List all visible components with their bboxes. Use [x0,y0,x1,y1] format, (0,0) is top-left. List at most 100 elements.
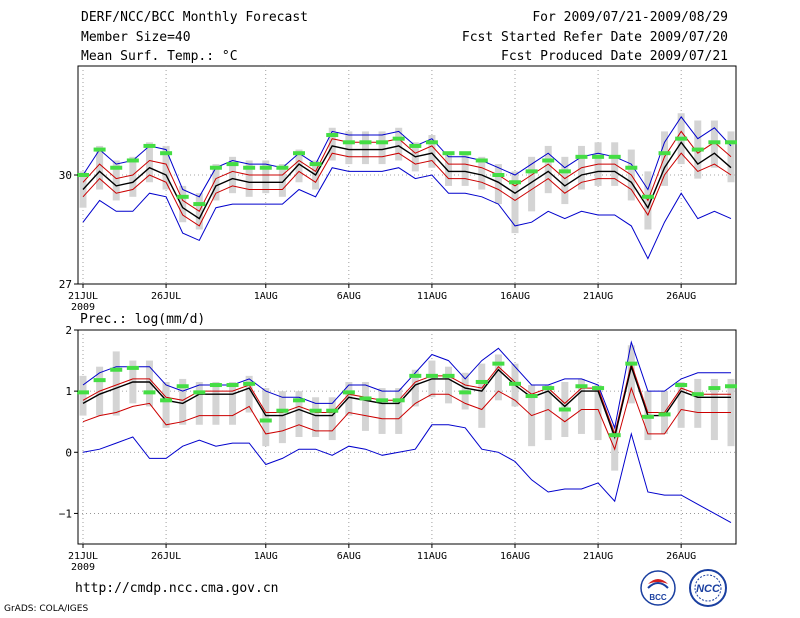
panel2-marker-13 [276,408,289,413]
panel2-marker-15 [309,408,322,413]
panel1-xtick-label-7: 26AUG [666,291,696,302]
panel1-spread-bar-29 [544,145,552,194]
panel1-marker-39 [708,140,721,145]
panel1-spread-bar-19 [378,131,386,165]
panel1-marker-26 [492,173,505,177]
panel2-frame [77,329,737,545]
panel1-spread-bar-20 [395,127,403,161]
panel2-upper-line [82,361,731,436]
panel2-marker-37 [675,383,688,388]
panel1-marker-29 [542,158,555,163]
panel1-xtick-label-6: 21AUG [583,291,613,302]
panel2-max-line [82,340,731,430]
panel2-spread-bar-20 [395,388,403,434]
panel1-spread-bar-36 [661,131,669,186]
panel1-marker-1 [77,173,89,177]
ncc-logo-text: NCC [696,583,721,595]
panel2-xtick-label-2: 1AUG [254,551,278,562]
panel2-marker-39 [708,386,721,391]
panel1-marker-8 [193,202,206,207]
member-size: Member Size=40 [81,29,191,45]
panel1-marker-30 [558,169,571,174]
panel1-marker-10 [226,162,239,167]
panel2-marker-19 [376,398,389,403]
panel1-xtick-year: 2009 [71,302,95,313]
panel2-spread-bar-16 [328,397,336,441]
panel1-spread-bar-18 [361,131,369,165]
panel1-xtick-label-1: 26JUL [151,291,181,302]
panel2-spread-bar-32 [594,385,602,441]
panel2-marker-6 [160,398,173,403]
panel1-spread-bar-30 [561,156,569,205]
panel2-xtick-year: 2009 [71,562,95,573]
panel2-marker-17 [342,390,355,395]
panel2-marker-26 [492,361,505,366]
panel1-marker-17 [342,140,355,145]
panel1-marker-4 [126,158,139,163]
bcc-logo: BCC [640,570,676,606]
panel2-spread-bar-25 [478,363,486,428]
panel1-spread-bar-25 [478,156,486,190]
panel1-spread-bar-5 [145,142,153,183]
panel2-spread-bar-23 [445,366,453,404]
panel2-spread-bar-31 [577,378,585,434]
panel1-spread-bar-28 [528,156,536,212]
panel2-marker-4 [126,365,139,370]
panel1-marker-27 [509,180,521,185]
panel1-marker-32 [592,154,605,159]
panel2-spread-bar-18 [361,381,369,431]
panel2-lower-line [82,386,731,451]
panel2-marker-24 [459,390,472,395]
panel2-marker-31 [575,384,588,389]
panel1-spread-bar-9 [212,164,220,201]
panel2-xtick-label-5: 16AUG [500,551,530,562]
panel1-marker-14 [293,151,305,156]
panel1-spread-bar-13 [278,164,286,197]
panel2-spread-bar-10 [229,381,237,425]
panel1-ytick-label-1: 30 [59,169,72,182]
panel2-spread-bar-38 [694,378,702,428]
panel1-spread-bar-11 [245,160,253,197]
panel2-marker-40 [725,384,737,389]
panel1-marker-37 [675,136,688,141]
panel1-marker-3 [110,165,123,170]
panel1-spread-bar-26 [494,164,502,205]
panel2-marker-8 [193,390,206,395]
panel2-spread-bar-17 [345,381,353,416]
panel1-marker-13 [276,165,289,170]
panel1-marker-20 [392,136,405,141]
panel2-marker-22 [425,373,438,378]
panel2-spread-bar-14 [295,391,303,437]
panel1-marker-28 [525,169,538,174]
produced-date: Fcst Produced Date 2009/07/21 [501,49,728,64]
panel2-ytick-label-1: 0 [65,446,72,459]
panel2-marker-32 [592,386,605,391]
panel2-mean-line [82,364,731,440]
panel2-marker-11 [243,381,256,386]
panel2-xtick-label-1: 26JUL [151,551,181,562]
panel2-marker-35 [641,414,654,419]
logos: BCC NCC [640,569,727,607]
panel2-spread-bar-39 [710,378,718,441]
variable-label: Mean Surf. Temp.: °C [81,49,238,64]
panel2-marker-14 [293,398,305,403]
panel2-marker-16 [326,408,339,413]
panel2-spread-bar-9 [212,381,220,425]
panel2-marker-7 [176,384,189,389]
panel2-marker-36 [658,412,671,417]
panel2-spread-bar-13 [278,391,286,444]
panel2-marker-25 [475,379,488,384]
footer-credit: GrADS: COLA/IGES [4,604,89,614]
panel1-marker-34 [625,165,638,170]
panel2-spread-bar-6 [162,381,170,428]
panel2-xtick-label-3: 6AUG [337,551,361,562]
panel1-marker-25 [475,158,488,163]
footer-url[interactable]: http://cmdp.ncc.cma.gov.cn [75,581,279,596]
panel1-spread-bar-7 [179,185,187,223]
panel2-xtick-label-7: 26AUG [666,551,696,562]
panel1-marker-15 [309,162,322,167]
chart-title: DERF/NCC/BCC Monthly Forecast [81,10,308,25]
panel2-spread-bar-37 [677,381,685,428]
panel1-lower-line [82,152,732,227]
